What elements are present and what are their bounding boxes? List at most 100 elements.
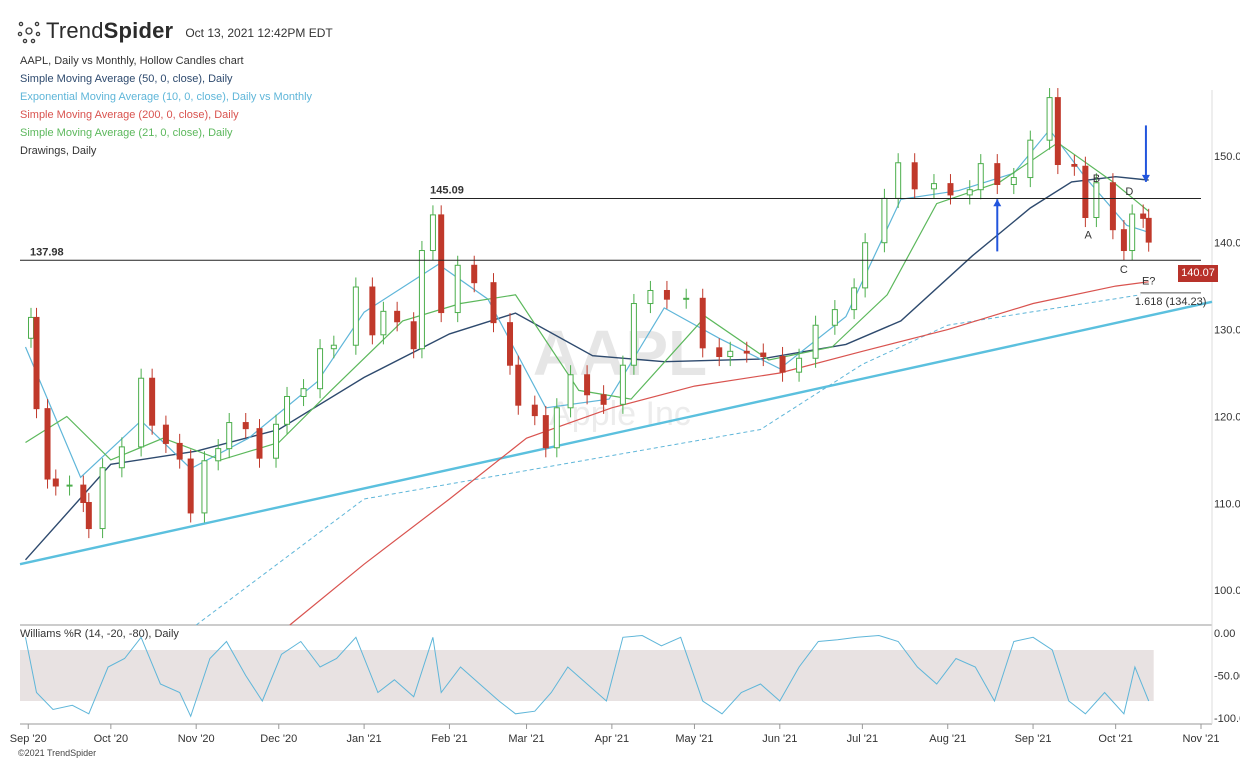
candle-body xyxy=(1145,217,1152,243)
candle-body xyxy=(862,242,869,289)
wave-label: A xyxy=(1084,229,1092,241)
williams-r-tick-label: 0.00 xyxy=(1214,628,1235,640)
wave-label: E? xyxy=(1142,275,1155,287)
candle-body xyxy=(881,197,888,244)
candle-body xyxy=(187,458,194,514)
candle-body xyxy=(1129,213,1136,252)
candle-body xyxy=(683,297,690,300)
last-price-badge: 140.07 xyxy=(1178,265,1218,282)
candle-body xyxy=(471,264,478,284)
candle-body xyxy=(256,428,263,459)
williams-r-title: Williams %R (14, -20, -80), Daily xyxy=(20,628,179,640)
copyright: ©2021 TrendSpider xyxy=(18,748,97,758)
candle-body xyxy=(1120,229,1127,252)
candle-body xyxy=(438,214,445,314)
x-tick-label: Mar '21 xyxy=(508,733,544,745)
candle-body xyxy=(80,484,87,503)
candle-body xyxy=(85,501,92,530)
x-tick-label: Jun '21 xyxy=(762,733,797,745)
legend-item-ema10: Exponential Moving Average (10, 0, close… xyxy=(20,91,313,103)
wave-label: B xyxy=(1093,173,1100,185)
candle-body xyxy=(1027,139,1034,179)
candle-body xyxy=(743,350,750,354)
candle-body xyxy=(600,394,607,405)
fib-extension-label: 1.618 (134.23) xyxy=(1135,296,1207,308)
candle-body xyxy=(812,324,819,359)
candle-body xyxy=(727,350,734,358)
candle-body xyxy=(138,377,145,448)
legend-item-sma200: Simple Moving Average (200, 0, close), D… xyxy=(20,109,239,121)
wave-label: D xyxy=(1125,186,1133,198)
williams-r-band xyxy=(20,650,1154,701)
x-tick-label: Sep '21 xyxy=(1015,733,1052,745)
candle-body xyxy=(994,163,1001,185)
candle-body xyxy=(699,297,706,349)
candle-body xyxy=(99,467,106,530)
candle-body xyxy=(1071,164,1078,167)
candle-body xyxy=(796,357,803,373)
candle-body xyxy=(176,442,183,460)
candle-body xyxy=(284,395,291,425)
candle-body xyxy=(831,309,838,326)
brand-name: TrendSpider xyxy=(46,18,174,43)
candle-body xyxy=(966,189,973,196)
x-tick-label: Sep '20 xyxy=(10,733,47,745)
candle-body xyxy=(716,347,723,358)
williams-r-tick-label: -50.00 xyxy=(1214,671,1240,683)
candle-body xyxy=(118,446,125,469)
candle-body xyxy=(410,321,417,350)
candle-body xyxy=(760,352,767,358)
y-tick-label: 120.00 xyxy=(1214,411,1240,423)
support-trendline xyxy=(19,300,1213,566)
candle-body xyxy=(977,163,984,191)
candle-body xyxy=(542,415,549,449)
candle-body xyxy=(1046,97,1053,141)
x-tick-label: Oct '21 xyxy=(1098,733,1133,745)
candle-body xyxy=(429,214,436,252)
x-tick-label: May '21 xyxy=(675,733,713,745)
legend-item-sma21: Simple Moving Average (21, 0, close), Da… xyxy=(20,127,233,139)
candle-body xyxy=(619,364,626,405)
arrow-head-icon xyxy=(993,199,1002,207)
x-tick-label: Dec '20 xyxy=(260,733,297,745)
y-tick-label: 150.00 xyxy=(1214,151,1240,163)
legend-title: AAPL, Daily vs Monthly, Hollow Candles c… xyxy=(20,55,244,67)
candle-body xyxy=(317,348,324,390)
legend-item-drawings: Drawings, Daily xyxy=(20,145,97,157)
williams-r-tick-label: -100.00 xyxy=(1214,713,1240,725)
moving-average-line xyxy=(289,281,1149,626)
y-tick-label: 130.00 xyxy=(1214,325,1240,337)
candle-body xyxy=(779,356,786,373)
x-tick-label: Nov '20 xyxy=(178,733,215,745)
candle-body xyxy=(531,404,538,417)
candle-body xyxy=(380,310,387,336)
candle-body xyxy=(584,374,591,396)
williams-r-line xyxy=(25,634,1150,718)
candle-body xyxy=(300,388,307,397)
trendspider-logo-icon xyxy=(17,21,41,44)
candle-body xyxy=(394,310,401,323)
candle-body xyxy=(418,250,425,350)
x-tick-label: Jul '21 xyxy=(847,733,878,745)
candle-body xyxy=(369,286,376,336)
candle-body xyxy=(515,364,522,406)
candle-body xyxy=(215,448,222,462)
x-tick-label: Oct '20 xyxy=(94,733,129,745)
chart-legend: AAPL, Daily vs Monthly, Hollow Candles c… xyxy=(20,52,312,160)
candle-body xyxy=(1140,213,1147,219)
candle-body xyxy=(1082,165,1089,219)
x-tick-label: Nov '21 xyxy=(1183,733,1220,745)
candle-body xyxy=(242,422,249,430)
candle-body xyxy=(567,374,574,409)
candle-body xyxy=(454,264,461,314)
level-label: 145.09 xyxy=(430,184,464,196)
candle-body xyxy=(647,289,654,305)
candle-body xyxy=(33,316,40,410)
candle-body xyxy=(352,286,359,346)
candle-body xyxy=(162,424,169,444)
candle-body xyxy=(663,289,670,300)
y-tick-label: 140.00 xyxy=(1214,238,1240,250)
y-tick-label: 100.00 xyxy=(1214,585,1240,597)
x-tick-label: Feb '21 xyxy=(431,733,467,745)
